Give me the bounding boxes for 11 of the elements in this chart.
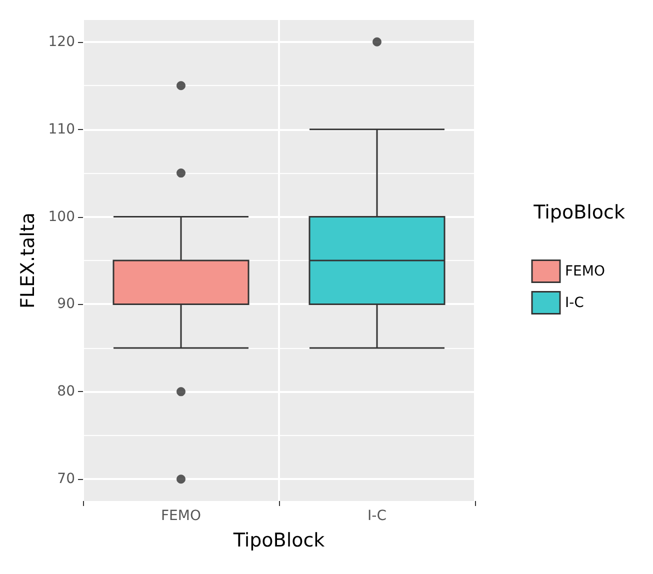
y-axis-title: FLEX.talta	[16, 212, 39, 309]
y-tick-label: 110	[48, 121, 75, 138]
y-tick-label: 90	[57, 296, 75, 312]
y-tick-label: 70	[57, 471, 75, 488]
y-tick-label: 80	[57, 384, 75, 400]
legend-label: FEMO	[565, 263, 606, 280]
y-tick-label: 100	[48, 208, 75, 225]
legend-title: TipoBlock	[532, 202, 625, 224]
y-tick-label: 120	[48, 34, 75, 50]
x-axis-title: TipoBlock	[232, 530, 325, 552]
legend-label: I-C	[565, 294, 584, 311]
